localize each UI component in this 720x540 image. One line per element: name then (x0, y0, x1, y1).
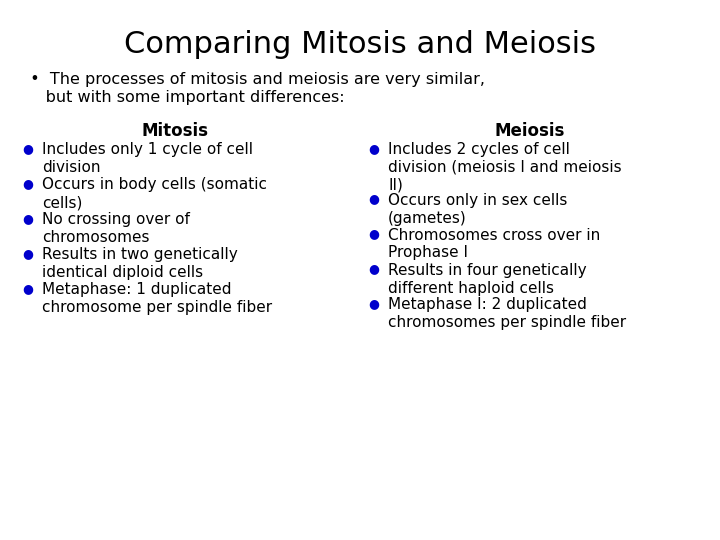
Text: No crossing over of
chromosomes: No crossing over of chromosomes (42, 212, 190, 245)
Text: ●: ● (368, 192, 379, 206)
Text: Metaphase I: 2 duplicated
chromosomes per spindle fiber: Metaphase I: 2 duplicated chromosomes pe… (388, 298, 626, 330)
Text: ●: ● (368, 142, 379, 155)
Text: Occurs in body cells (somatic
cells): Occurs in body cells (somatic cells) (42, 177, 267, 210)
Text: Comparing Mitosis and Meiosis: Comparing Mitosis and Meiosis (124, 30, 596, 59)
Text: ●: ● (368, 298, 379, 310)
Text: Mitosis: Mitosis (142, 122, 209, 140)
Text: Occurs only in sex cells
(gametes): Occurs only in sex cells (gametes) (388, 192, 567, 226)
Text: Results in four genetically
different haploid cells: Results in four genetically different ha… (388, 262, 587, 295)
Text: ●: ● (22, 177, 33, 190)
Text: Metaphase: 1 duplicated
chromosome per spindle fiber: Metaphase: 1 duplicated chromosome per s… (42, 282, 272, 315)
Text: ●: ● (22, 282, 33, 295)
Text: Includes 2 cycles of cell
division (meiosis I and meiosis
II): Includes 2 cycles of cell division (meio… (388, 142, 621, 193)
Text: ●: ● (368, 262, 379, 275)
Text: ●: ● (22, 212, 33, 225)
Text: Meiosis: Meiosis (495, 122, 565, 140)
Text: ●: ● (368, 227, 379, 240)
Text: Results in two genetically
identical diploid cells: Results in two genetically identical dip… (42, 247, 238, 280)
Text: Chromosomes cross over in
Prophase I: Chromosomes cross over in Prophase I (388, 227, 600, 260)
Text: Includes only 1 cycle of cell
division: Includes only 1 cycle of cell division (42, 142, 253, 175)
Text: ●: ● (22, 247, 33, 260)
Text: but with some important differences:: but with some important differences: (20, 90, 345, 105)
Text: •  The processes of mitosis and meiosis are very similar,: • The processes of mitosis and meiosis a… (20, 72, 485, 87)
Text: ●: ● (22, 142, 33, 155)
